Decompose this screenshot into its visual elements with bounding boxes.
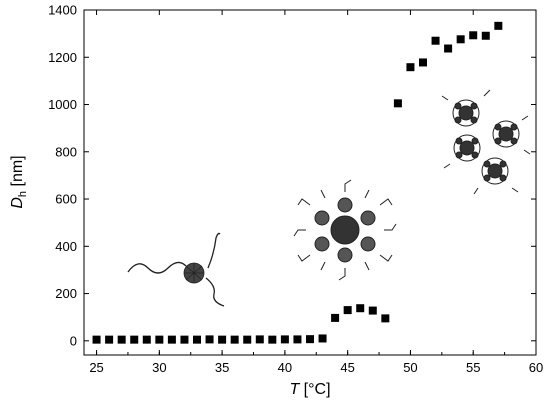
data-point <box>481 31 490 40</box>
data-point <box>180 335 189 344</box>
data-point <box>105 335 114 344</box>
svg-text:T [°C]: T [°C] <box>289 381 330 398</box>
data-point <box>193 335 201 344</box>
y-tick-label: 400 <box>55 239 77 254</box>
data-point <box>268 335 277 344</box>
data-point <box>306 335 314 344</box>
x-tick-label: 35 <box>215 360 229 375</box>
data-point <box>205 335 214 344</box>
x-tick-label: 60 <box>529 360 543 375</box>
micelle-aggregate-illustration <box>441 89 531 195</box>
data-point <box>130 335 139 344</box>
data-point <box>255 335 264 344</box>
data-point <box>243 335 252 344</box>
x-tick-label: 50 <box>403 360 417 375</box>
y-tick-label: 1400 <box>48 3 77 18</box>
data-point <box>356 304 365 313</box>
data-point <box>280 335 289 344</box>
y-tick-label: 800 <box>55 144 77 159</box>
polymer-chain-illustration <box>127 232 225 307</box>
svg-text:Dh [nm]: Dh [nm] <box>9 155 29 208</box>
x-tick-label: 45 <box>340 360 354 375</box>
data-point <box>431 36 440 45</box>
data-point <box>117 335 126 344</box>
y-axis-title: Dh [nm] <box>9 155 29 208</box>
data-point <box>469 31 478 40</box>
axis-ticks: 25 30 35 40 45 50 55 60020040060080010001200140… <box>48 3 543 376</box>
y-tick-label: 600 <box>55 192 77 207</box>
x-tick-label: 30 <box>152 360 166 375</box>
x-tick-label: 55 <box>466 360 480 375</box>
data-point <box>218 335 227 344</box>
y-tick-label: 0 <box>70 333 77 348</box>
data-point <box>381 314 390 323</box>
data-point <box>293 335 302 344</box>
data-points <box>92 21 503 344</box>
data-point <box>494 21 503 30</box>
y-tick-label: 1000 <box>48 97 77 112</box>
single-micelle-illustration <box>293 179 397 281</box>
data-point <box>419 58 427 67</box>
y-tick-label: 1200 <box>48 50 77 65</box>
data-point <box>456 35 465 44</box>
data-point <box>406 63 415 72</box>
plot-frame <box>83 9 537 356</box>
data-point <box>368 306 377 315</box>
data-point <box>343 306 352 315</box>
data-point <box>444 44 453 53</box>
x-axis-title: T [°C] <box>289 381 330 398</box>
data-point <box>155 335 164 344</box>
data-point <box>331 313 340 322</box>
data-point <box>318 334 327 343</box>
y-tick-label: 200 <box>55 286 77 301</box>
data-point <box>167 335 176 344</box>
data-point <box>393 99 402 108</box>
data-point <box>92 335 101 344</box>
data-point <box>230 335 239 344</box>
data-point <box>142 335 151 344</box>
x-tick-label: 40 <box>278 360 292 375</box>
x-tick-label: 25 <box>89 360 103 375</box>
